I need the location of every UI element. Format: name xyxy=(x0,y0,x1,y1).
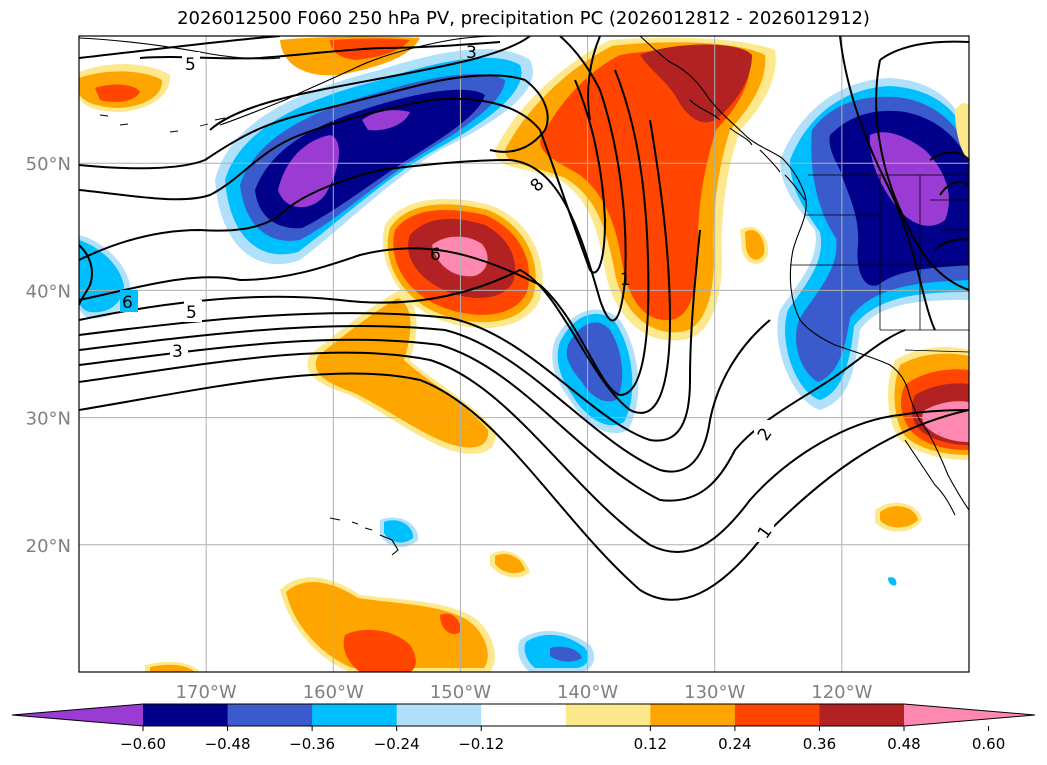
contour-label: 5 xyxy=(186,303,197,323)
positive-anomaly-central xyxy=(382,198,543,329)
hawaii-islands xyxy=(329,517,399,556)
latitude-tick-label: 20°N xyxy=(26,536,71,557)
pv-contour-2 xyxy=(79,351,969,554)
colorbar-bin xyxy=(650,704,736,726)
colorbar-tick-label: 0.24 xyxy=(718,735,751,753)
precipitation-pc-shading xyxy=(79,36,969,672)
aleutian-islands xyxy=(99,114,226,133)
colorbar-bin xyxy=(734,704,820,726)
longitude-labels: 170°W 160°W 150°W 140°W 130°W 120°W xyxy=(176,682,873,703)
latitude-tick-label: 30°N xyxy=(26,409,71,430)
contour-label: 5 xyxy=(185,55,196,75)
longitude-tick-label: 170°W xyxy=(176,682,237,703)
pv-contour-12 xyxy=(79,36,281,59)
colorbar: −0.60 −0.48 −0.36 −0.24 −0.12 0.12 0.24 0.36 0.4… xyxy=(11,703,1036,753)
pv-contour-19 xyxy=(587,36,601,121)
pv-contour-6 xyxy=(79,119,672,414)
colorbar-extend-max xyxy=(904,704,1035,726)
pv-contour-16 xyxy=(875,59,969,291)
pv-contour-4 xyxy=(79,319,771,473)
pv-contour-8 xyxy=(79,36,627,322)
colorbar-bin xyxy=(481,704,567,726)
colorbar-tick-label: −0.24 xyxy=(374,735,420,753)
colorbar-bin xyxy=(312,704,398,726)
map-panel: 5 3 6 5 3 6 8 1 2 1 50°N40°N30°N20°N 170… xyxy=(26,35,970,703)
colorbar-tick-label: 0.36 xyxy=(803,735,836,753)
colorbar-tick-label: 0.12 xyxy=(634,735,667,753)
negative-anomaly-northeast xyxy=(777,78,969,410)
baja-coast xyxy=(904,439,956,516)
contour-label: 6 xyxy=(122,293,133,313)
map-frame xyxy=(78,35,970,673)
longitude-tick-label: 150°W xyxy=(430,682,491,703)
pv-contour-17 xyxy=(929,151,969,251)
contour-label: 6 xyxy=(430,245,441,265)
pv-contour-18 xyxy=(79,244,93,306)
longitude-tick-label: 140°W xyxy=(557,682,618,703)
positive-anomaly-coast xyxy=(280,36,776,341)
colorbar-bin xyxy=(143,704,229,726)
longitude-tick-label: 160°W xyxy=(303,682,364,703)
positive-anomaly-california xyxy=(888,347,969,460)
colorbar-tick-label: 0.60 xyxy=(972,735,1005,753)
pv-contour-15 xyxy=(879,40,969,61)
pv-contour-7 xyxy=(79,69,650,397)
latitude-tick-label: 50°N xyxy=(26,154,71,175)
longitude-tick-label: 120°W xyxy=(811,682,872,703)
latitude-tick-label: 40°N xyxy=(26,281,71,302)
colorbar-tick-label: −0.12 xyxy=(458,735,504,753)
pv-contour-13 xyxy=(209,36,531,131)
pv-contour-1 xyxy=(79,372,969,601)
colorbar-bin xyxy=(396,704,482,726)
colorbar-extend-min xyxy=(12,704,143,726)
pv-contour-9 xyxy=(79,79,607,274)
state-borders xyxy=(790,175,969,353)
colorbar-bin xyxy=(227,704,313,726)
colorbar-bin xyxy=(819,704,905,726)
colorbar-tick-label: −0.60 xyxy=(120,735,166,753)
latitude-labels: 50°N 40°N 30°N 20°N xyxy=(26,154,71,557)
colorbar-bin xyxy=(565,704,651,726)
coastline-bc-islands xyxy=(689,99,806,201)
pv-contour-3 xyxy=(79,329,906,502)
contour-label: 3 xyxy=(466,43,477,63)
coastlines xyxy=(79,36,969,556)
coastline-alaska xyxy=(219,36,501,126)
pv-contour-5 xyxy=(79,229,701,442)
colorbar-tick-label: 0.48 xyxy=(887,735,920,753)
contour-label: 3 xyxy=(172,342,183,362)
pv-contours xyxy=(79,36,969,601)
colorbar-tick-label: −0.36 xyxy=(289,735,335,753)
pv-contour-10 xyxy=(79,74,549,170)
figure-title: 2026012500 F060 250 hPa PV, precipitatio… xyxy=(177,8,870,29)
colorbar-tick-label: −0.48 xyxy=(205,735,251,753)
coastline-north-america xyxy=(639,36,969,511)
pv-contour-14 xyxy=(839,36,936,331)
positive-anomaly-subtropical xyxy=(307,290,496,454)
longitude-tick-label: 130°W xyxy=(684,682,745,703)
contour-label: 1 xyxy=(620,270,631,290)
